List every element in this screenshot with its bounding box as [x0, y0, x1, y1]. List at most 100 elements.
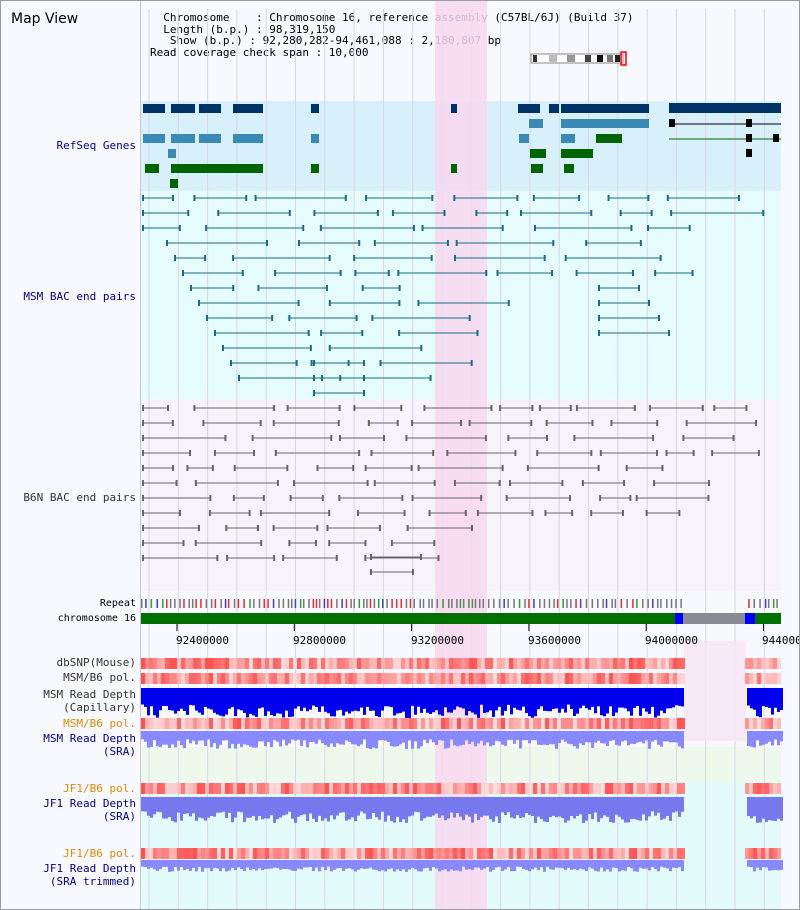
depth-bar	[573, 731, 576, 747]
msm-bac-pair-end	[417, 300, 420, 306]
depth-bar	[630, 688, 633, 716]
polymorphism-cell	[517, 783, 521, 794]
polymorphism-cell	[161, 783, 165, 794]
depth-bar	[486, 688, 489, 713]
polymorphism-cell	[405, 718, 409, 729]
depth-bar	[522, 688, 525, 707]
depth-bar	[519, 688, 522, 711]
polymorphism-cell	[557, 658, 561, 669]
depth-bar	[288, 797, 291, 812]
track-label-jf1-b6-pol-2[interactable]: JF1/B6 pol.	[63, 847, 136, 860]
gene-block	[171, 134, 195, 143]
polymorphism-cell	[669, 848, 673, 859]
depth-bar	[537, 688, 540, 710]
track-label-jf1-depth-trimmed-sub: (SRA trimmed)	[49, 875, 136, 888]
polymorphism-cell	[429, 718, 433, 729]
depth-bar	[240, 797, 243, 813]
highlight-region[interactable]	[435, 1, 746, 909]
polymorphism-cell	[145, 658, 149, 669]
depth-bar	[525, 731, 528, 741]
polymorphism-cell	[753, 718, 757, 729]
b6n-bac-pair-end	[581, 480, 584, 486]
position-axis: 92400000 92800000 93200000 93600000 9400…	[176, 634, 799, 647]
polymorphism-cell	[405, 673, 409, 684]
depth-bar	[153, 688, 156, 716]
msm-bac-track[interactable]	[142, 195, 765, 396]
repeat-mark	[636, 599, 638, 608]
polymorphism-cell	[185, 848, 189, 859]
chromosome-ideogram[interactable]	[530, 51, 627, 66]
depth-bar	[780, 860, 783, 870]
polymorphism-cell	[549, 658, 553, 669]
depth-bar	[219, 860, 222, 872]
polymorphism-cell	[525, 848, 529, 859]
polymorphism-cell	[393, 718, 397, 729]
track-label-msm-depth-capillary[interactable]: MSM Read Depth	[43, 688, 136, 701]
depth-bar	[765, 860, 768, 868]
track-label-jf1-b6-pol[interactable]: JF1/B6 pol.	[63, 782, 136, 795]
polymorphism-cell	[437, 783, 441, 794]
depth-bar	[297, 731, 300, 740]
depth-bar	[333, 860, 336, 870]
chromosome-gap-edge	[675, 613, 683, 624]
depth-bar	[198, 860, 201, 867]
track-label-msm-b6-pol-2[interactable]: MSM/B6 pol.	[63, 717, 136, 730]
polymorphism-cell	[625, 783, 629, 794]
track-label-jf1-depth-sra[interactable]: JF1 Read Depth	[43, 797, 136, 810]
depth-bar	[465, 731, 468, 741]
polymorphism-cell	[417, 783, 421, 794]
msm-bac-pair-end	[353, 255, 356, 261]
polymorphism-cell	[321, 673, 325, 684]
polymorphism-cell	[473, 718, 477, 729]
depth-bar	[606, 797, 609, 817]
polymorphism-cell	[177, 718, 181, 729]
polymorphism-cell	[677, 718, 681, 729]
track-label-b6n-bac[interactable]: B6N BAC end pairs	[23, 491, 136, 504]
polymorphism-cell	[401, 718, 405, 729]
chromosome-segment	[755, 613, 781, 624]
depth-bar	[624, 688, 627, 709]
track-label-msm-bac[interactable]: MSM BAC end pairs	[23, 290, 136, 303]
depth-bar	[141, 731, 144, 740]
refseq-gene-track[interactable]	[143, 103, 781, 188]
depth-bar	[636, 731, 639, 743]
polymorphism-cell	[605, 848, 609, 859]
b6n-bac-pair-end	[330, 435, 333, 441]
depth-bar	[768, 797, 771, 821]
polymorphism-cell	[745, 673, 749, 684]
track-label-refseq-genes[interactable]: RefSeq Genes	[56, 139, 136, 152]
msm-bac-pair-end	[182, 270, 184, 276]
track-label-jf1-depth-sra-sub: (SRA)	[102, 810, 136, 823]
track-label-msm-b6-pol[interactable]: MSM/B6 pol.	[63, 671, 136, 684]
depth-bar	[561, 860, 564, 869]
polymorphism-cell	[293, 783, 297, 794]
track-label-jf1-depth-trimmed[interactable]: JF1 Read Depth	[43, 862, 136, 875]
polymorphism-cell	[465, 848, 469, 859]
polymorphism-cell	[181, 848, 185, 859]
depth-bar	[528, 688, 531, 717]
polymorphism-cell	[201, 658, 205, 669]
depth-bar	[246, 731, 249, 745]
b6n-bac-track[interactable]	[142, 405, 760, 575]
repeat-mark	[518, 599, 521, 608]
polymorphism-cell	[429, 673, 433, 684]
depth-bar	[429, 688, 432, 715]
polymorphism-cell	[393, 658, 397, 669]
polymorphism-cell	[605, 783, 609, 794]
polymorphism-cell	[453, 848, 457, 859]
track-label-dbsnp[interactable]: dbSNP(Mouse)	[56, 656, 136, 669]
track-label-msm-depth-sra[interactable]: MSM Read Depth	[43, 732, 136, 745]
polymorphism-cell	[393, 848, 397, 859]
depth-bar	[558, 688, 561, 713]
polymorphism-cell	[321, 783, 325, 794]
depth-bar	[486, 731, 489, 743]
polymorphism-cell	[537, 718, 541, 729]
depth-bar	[615, 688, 618, 713]
depth-bar	[564, 797, 567, 823]
gene-block	[451, 104, 457, 113]
polymorphism-cell	[397, 783, 401, 794]
polymorphism-cell	[373, 673, 377, 684]
depth-bar	[297, 860, 300, 869]
polymorphism-cell	[185, 673, 189, 684]
